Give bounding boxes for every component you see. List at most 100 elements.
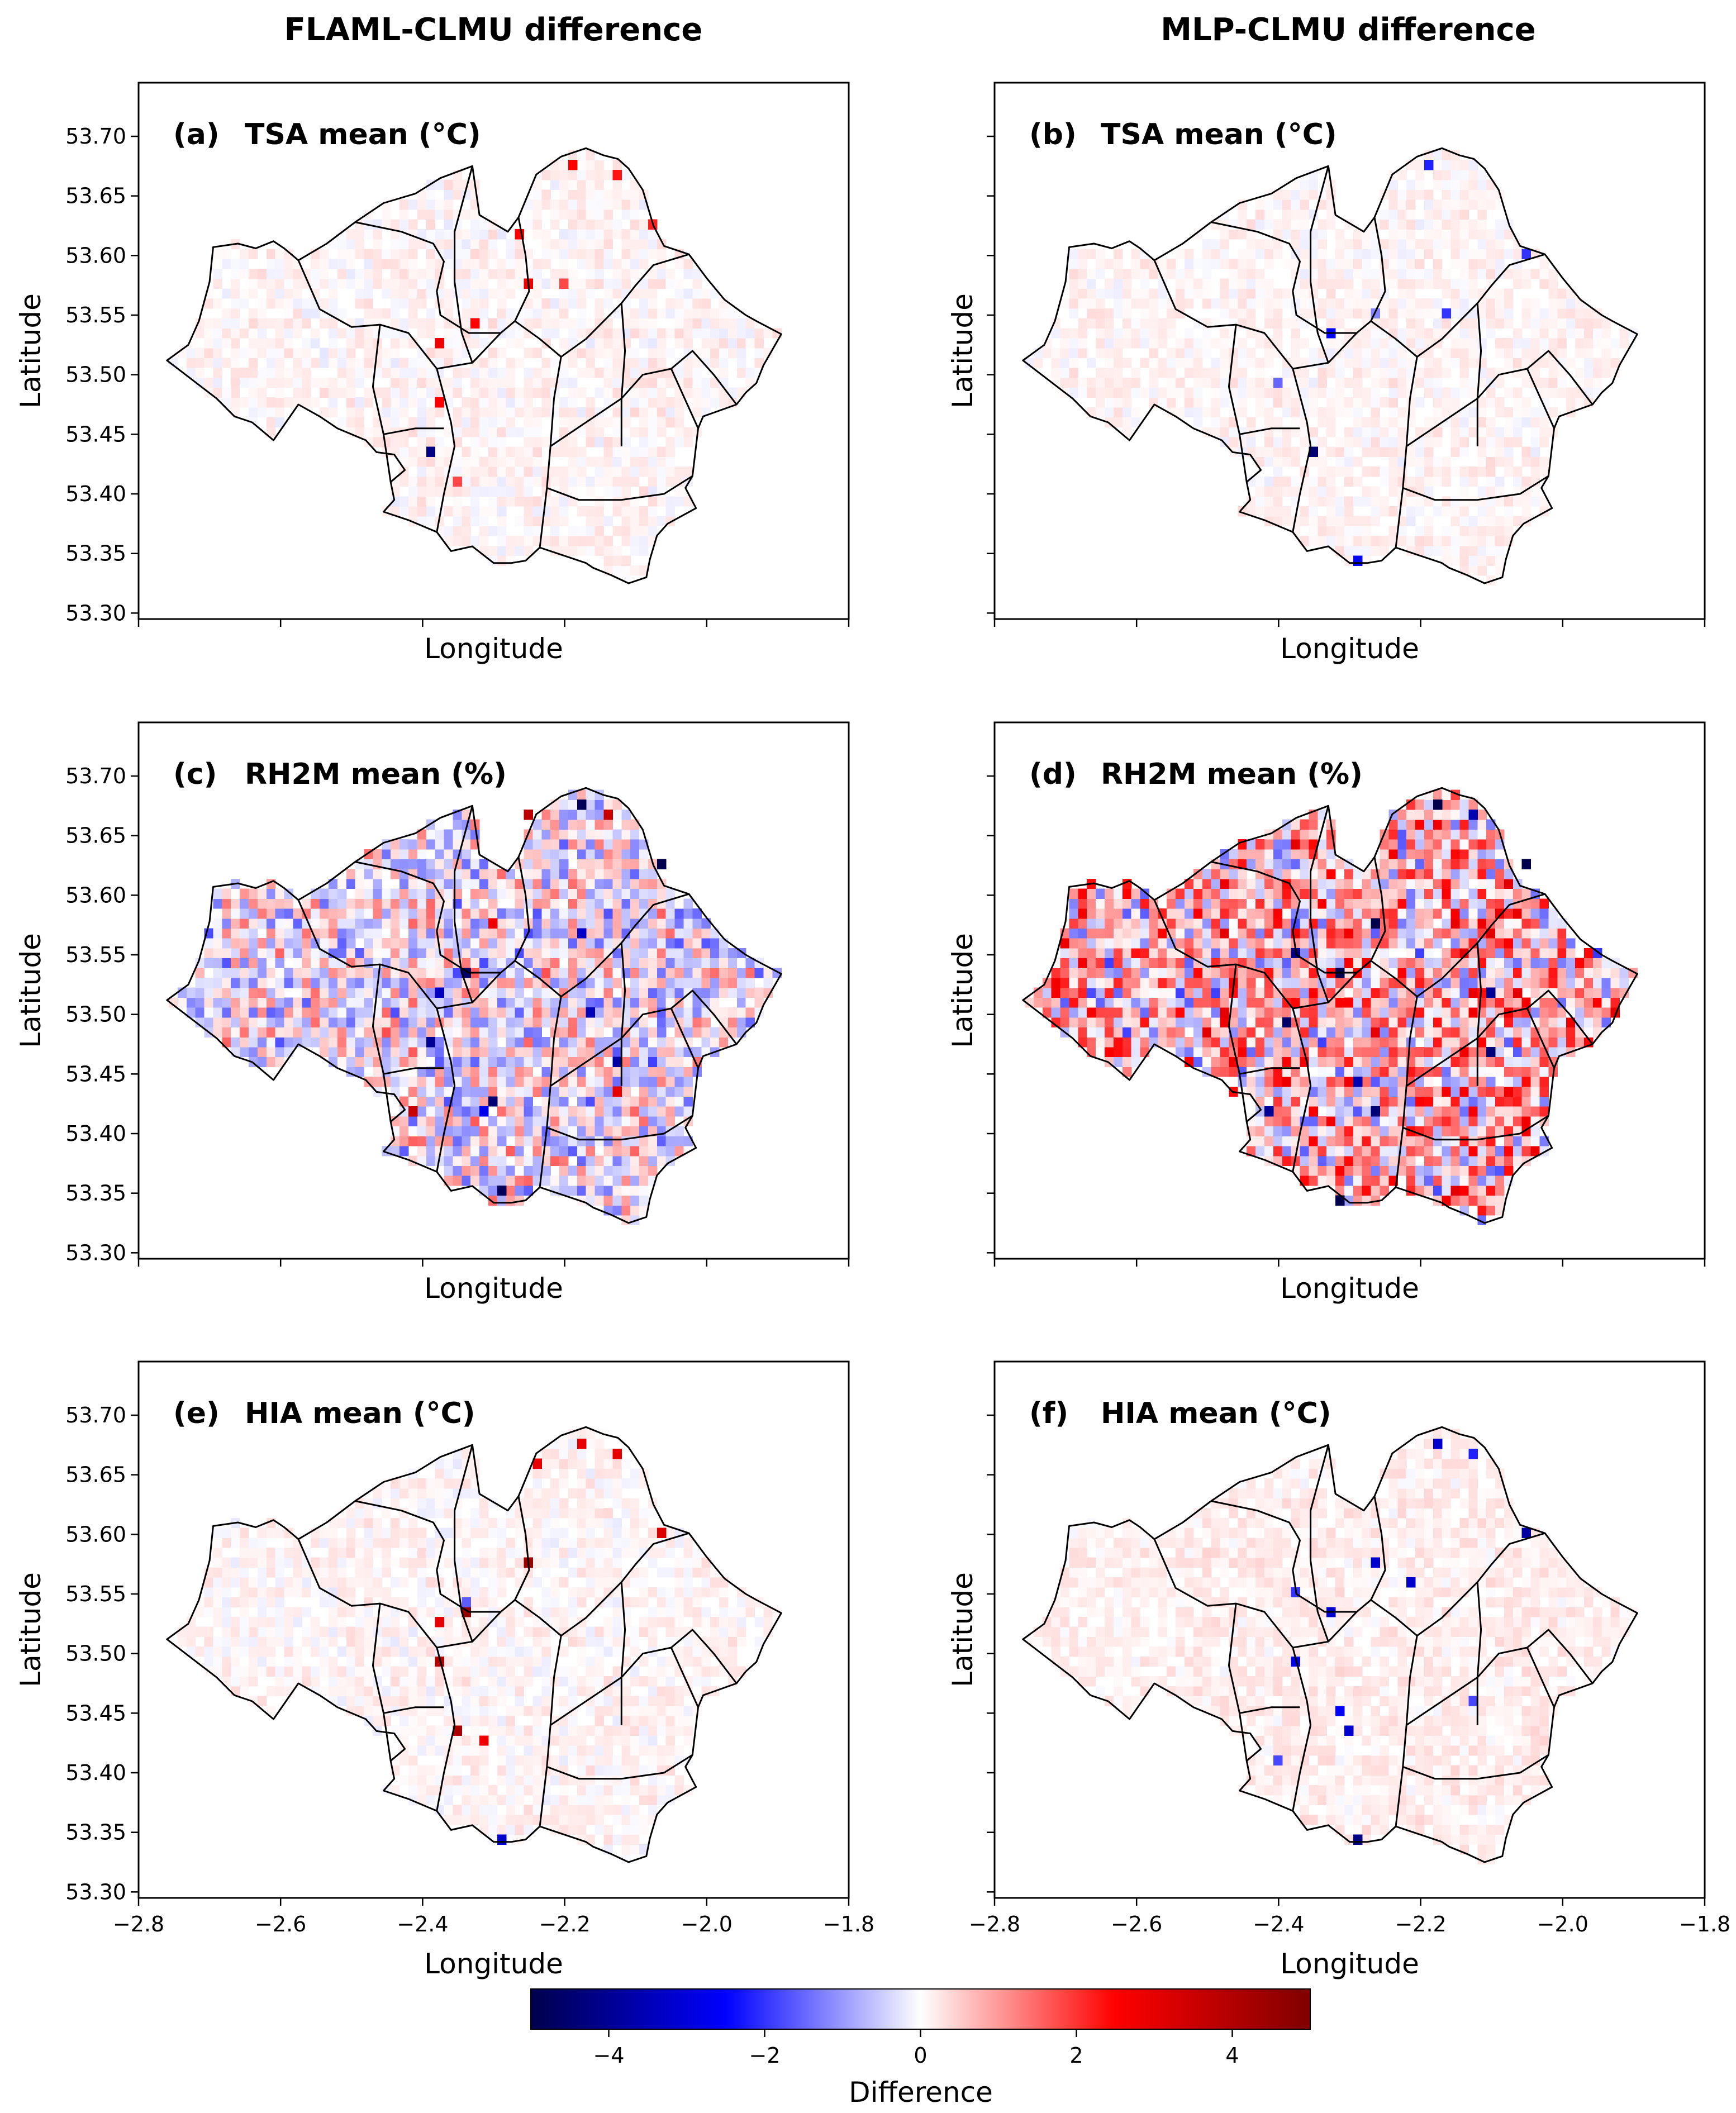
heatmap-cell (320, 387, 329, 398)
heatmap-cell (453, 1027, 462, 1038)
heatmap-cell (621, 259, 631, 269)
heatmap-cell (426, 209, 436, 220)
heatmap-cell (320, 278, 329, 289)
heatmap-cell (399, 298, 409, 309)
heatmap-cell (1450, 506, 1461, 517)
heatmap-cell (612, 829, 622, 840)
heatmap-cell (417, 1077, 427, 1087)
heatmap-cell (621, 1106, 631, 1117)
heatmap-cell (497, 1067, 507, 1077)
heatmap-cell (577, 1185, 587, 1196)
heatmap-cell (266, 337, 276, 349)
heatmap-cell (302, 1027, 311, 1038)
heatmap-cell (1149, 288, 1158, 299)
heatmap-cell (648, 928, 658, 939)
heatmap-cell (426, 328, 436, 339)
heatmap-cell (701, 1037, 711, 1048)
heatmap-cell (1450, 259, 1461, 269)
heatmap-cell (621, 1185, 631, 1196)
heatmap-cell (683, 467, 693, 477)
heatmap-cell (320, 997, 329, 1008)
heatmap-cell (630, 1037, 640, 1048)
heatmap-cell (568, 269, 578, 279)
heatmap-cell (444, 526, 454, 536)
heatmap-cell (506, 239, 516, 250)
heatmap-cell (692, 278, 702, 289)
heatmap-cell (621, 526, 631, 536)
heatmap-cell (550, 849, 560, 860)
heatmap-cell (479, 1056, 489, 1067)
heatmap-cell (763, 328, 773, 339)
heatmap-cell (1344, 536, 1354, 546)
heatmap-cell (462, 209, 471, 220)
heatmap-cell (1380, 437, 1390, 448)
heatmap-cell (1406, 199, 1416, 210)
heatmap-cell (568, 239, 578, 250)
heatmap-cell (1220, 298, 1230, 309)
heatmap-cell (621, 496, 631, 507)
heatmap-cell (630, 536, 640, 546)
heatmap-cell (408, 1096, 418, 1107)
heatmap-cell (1273, 308, 1283, 319)
heatmap-cell (275, 278, 285, 289)
heatmap-cell (1273, 199, 1283, 210)
district-boundary (620, 943, 626, 1086)
heatmap-cell (435, 977, 445, 988)
heatmap-cell (462, 1145, 471, 1157)
heatmap-cell (1167, 948, 1176, 959)
heatmap-cell (550, 1136, 560, 1146)
hotspot-cell (603, 809, 613, 820)
heatmap-cell (1238, 397, 1247, 408)
heatmap-cell (586, 958, 596, 968)
heatmap-cell (568, 1077, 578, 1087)
heatmap-cell (719, 318, 729, 329)
heatmap-cell (630, 839, 640, 850)
heatmap-cell (541, 1046, 551, 1058)
heatmap-cell (1601, 337, 1611, 349)
heatmap-cell (346, 259, 356, 269)
heatmap-cell (745, 958, 755, 968)
heatmap-cell (1122, 1067, 1132, 1077)
heatmap-cell (462, 368, 471, 378)
heatmap-cell (1096, 1017, 1105, 1028)
heatmap-cell (701, 328, 711, 339)
heatmap-cell (550, 407, 560, 418)
heatmap-cell (745, 318, 755, 329)
heatmap-cell (1176, 358, 1185, 368)
heatmap-cell (639, 1195, 649, 1206)
heatmap-cell (346, 368, 356, 378)
heatmap-cell (479, 1096, 489, 1107)
heatmap-cell (1468, 189, 1478, 200)
heatmap-cell (417, 427, 427, 437)
heatmap-cell (1521, 476, 1532, 487)
heatmap-cell (1424, 476, 1434, 487)
heatmap-cell (1521, 446, 1532, 458)
heatmap-cell (1362, 446, 1372, 458)
heatmap-cell (488, 437, 498, 448)
heatmap-cell (639, 526, 649, 536)
heatmap-cell (630, 407, 640, 418)
heatmap-cell (1388, 368, 1398, 378)
heatmap-cell (1397, 377, 1407, 388)
heatmap-cell (630, 456, 640, 467)
heatmap-cell (1371, 467, 1381, 477)
heatmap-cell (479, 456, 489, 467)
heatmap-cell (586, 888, 596, 899)
heatmap-cell (399, 1145, 409, 1157)
heatmap-cell (1042, 977, 1052, 988)
heatmap-cell (222, 987, 231, 998)
heatmap-cell (648, 318, 658, 329)
heatmap-cell (577, 1046, 587, 1058)
heatmap-cell (603, 467, 613, 477)
heatmap-cell (240, 298, 249, 309)
heatmap-cell (603, 318, 613, 329)
heatmap-cell (470, 977, 480, 988)
heatmap-cell (1096, 987, 1105, 998)
heatmap-cell (639, 407, 649, 418)
heatmap-cell (346, 278, 356, 289)
heatmap-cell (1140, 269, 1150, 279)
heatmap-cell (213, 348, 222, 358)
heatmap-cell (506, 1046, 516, 1058)
heatmap-cell (1477, 199, 1487, 210)
heatmap-cell (692, 328, 702, 339)
